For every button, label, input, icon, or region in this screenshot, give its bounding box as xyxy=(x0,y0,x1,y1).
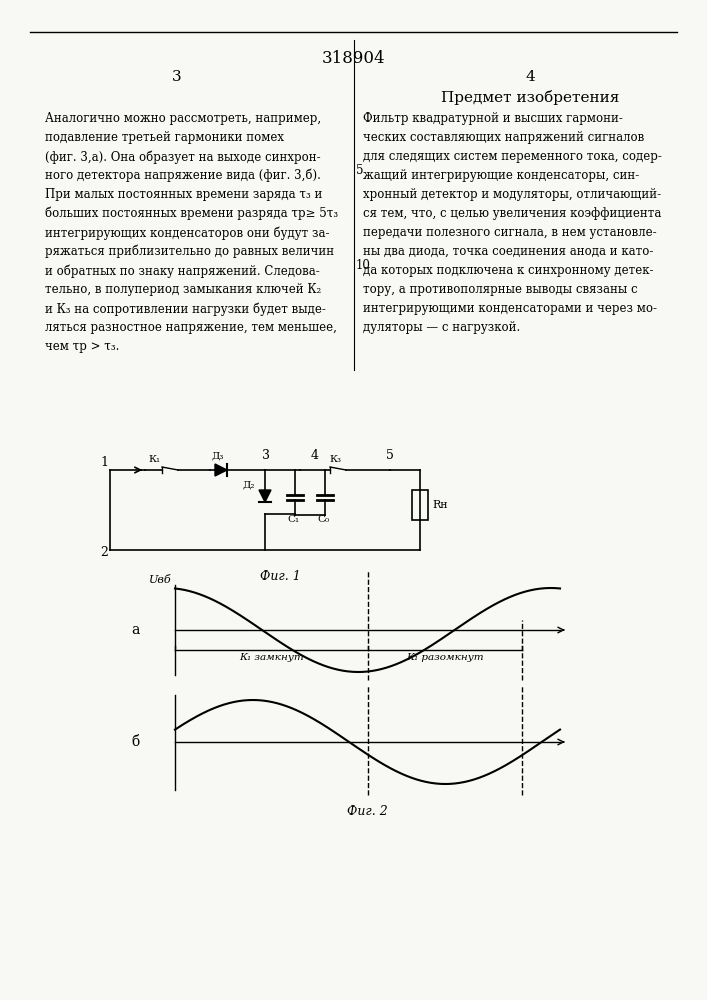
Text: б: б xyxy=(131,735,139,749)
Text: Фиг. 2: Фиг. 2 xyxy=(347,805,388,818)
Text: Rн: Rн xyxy=(432,500,448,510)
Text: К₁: К₁ xyxy=(149,455,161,464)
Bar xyxy=(412,490,428,520)
Text: хронный детектор и модуляторы, отличающий-: хронный детектор и модуляторы, отличающи… xyxy=(363,188,661,201)
Text: жащий интегрирующие конденсаторы, син-: жащий интегрирующие конденсаторы, син- xyxy=(363,169,639,182)
Text: дуляторы — с нагрузкой.: дуляторы — с нагрузкой. xyxy=(363,321,520,334)
Polygon shape xyxy=(215,464,227,476)
Text: да которых подключена к синхронному детек-: да которых подключена к синхронному дете… xyxy=(363,264,653,277)
Text: Uвб: Uвб xyxy=(149,575,172,585)
Text: для следящих систем переменного тока, содер-: для следящих систем переменного тока, со… xyxy=(363,150,662,163)
Text: тельно, в полупериод замыкания ключей К₂: тельно, в полупериод замыкания ключей К₂ xyxy=(45,283,321,296)
Text: К₁ разомкнут: К₁ разомкнут xyxy=(406,653,484,662)
Text: 1: 1 xyxy=(100,456,108,468)
Text: 4: 4 xyxy=(525,70,535,84)
Text: подавление третьей гармоники помех: подавление третьей гармоники помех xyxy=(45,131,284,144)
Text: и обратных по знаку напряжений. Следова-: и обратных по знаку напряжений. Следова- xyxy=(45,264,320,277)
Text: и К₃ на сопротивлении нагрузки будет выде-: и К₃ на сопротивлении нагрузки будет выд… xyxy=(45,302,326,316)
Text: 10: 10 xyxy=(356,259,371,272)
Text: К₃: К₃ xyxy=(329,455,341,464)
Text: (фиг. 3,а). Она образует на выходе синхрон-: (фиг. 3,а). Она образует на выходе синхр… xyxy=(45,150,321,163)
Text: чем τр > τ₃.: чем τр > τ₃. xyxy=(45,340,119,353)
Text: 3: 3 xyxy=(173,70,182,84)
Text: 5: 5 xyxy=(386,449,394,462)
Text: больших постоянных времени разряда τр≥ 5τ₃: больших постоянных времени разряда τр≥ 5… xyxy=(45,207,338,221)
Text: С₀: С₀ xyxy=(317,515,329,524)
Text: При малых постоянных времени заряда τ₃ и: При малых постоянных времени заряда τ₃ и xyxy=(45,188,322,201)
Text: Д₃: Д₃ xyxy=(212,452,224,461)
Text: ряжаться приблизительно до равных величин: ряжаться приблизительно до равных величи… xyxy=(45,245,334,258)
Text: интегрирующими конденсаторами и через мо-: интегрирующими конденсаторами и через мо… xyxy=(363,302,657,315)
Text: передачи полезного сигнала, в нем установле-: передачи полезного сигнала, в нем устано… xyxy=(363,226,657,239)
Text: 4: 4 xyxy=(311,449,319,462)
Text: 2: 2 xyxy=(100,546,108,558)
Text: а: а xyxy=(131,623,139,637)
Text: ся тем, что, с целью увеличения коэффициента: ся тем, что, с целью увеличения коэффици… xyxy=(363,207,661,220)
Text: Предмет изобретения: Предмет изобретения xyxy=(440,90,619,105)
Text: ного детектора напряжение вида (фиг. 3,б).: ного детектора напряжение вида (фиг. 3,б… xyxy=(45,169,321,182)
Text: С₁: С₁ xyxy=(287,515,299,524)
Polygon shape xyxy=(259,490,271,502)
Text: ны два диода, точка соединения анода и като-: ны два диода, точка соединения анода и к… xyxy=(363,245,653,258)
Text: ляться разностное напряжение, тем меньшее,: ляться разностное напряжение, тем меньше… xyxy=(45,321,337,334)
Text: 318904: 318904 xyxy=(322,50,386,67)
Text: ческих составляющих напряжений сигналов: ческих составляющих напряжений сигналов xyxy=(363,131,644,144)
Text: К₁ замкнут: К₁ замкнут xyxy=(239,653,303,662)
Text: тору, а противополярные выводы связаны с: тору, а противополярные выводы связаны с xyxy=(363,283,638,296)
Text: Фиг. 1: Фиг. 1 xyxy=(259,570,300,583)
Text: Аналогично можно рассмотреть, например,: Аналогично можно рассмотреть, например, xyxy=(45,112,321,125)
Text: 3: 3 xyxy=(262,449,270,462)
Text: интегрирующих конденсаторов они будут за-: интегрирующих конденсаторов они будут за… xyxy=(45,226,329,239)
Text: 5: 5 xyxy=(356,164,363,177)
Text: Фильтр квадратурной и высших гармони-: Фильтр квадратурной и высших гармони- xyxy=(363,112,623,125)
Text: Д₂: Д₂ xyxy=(243,481,255,489)
